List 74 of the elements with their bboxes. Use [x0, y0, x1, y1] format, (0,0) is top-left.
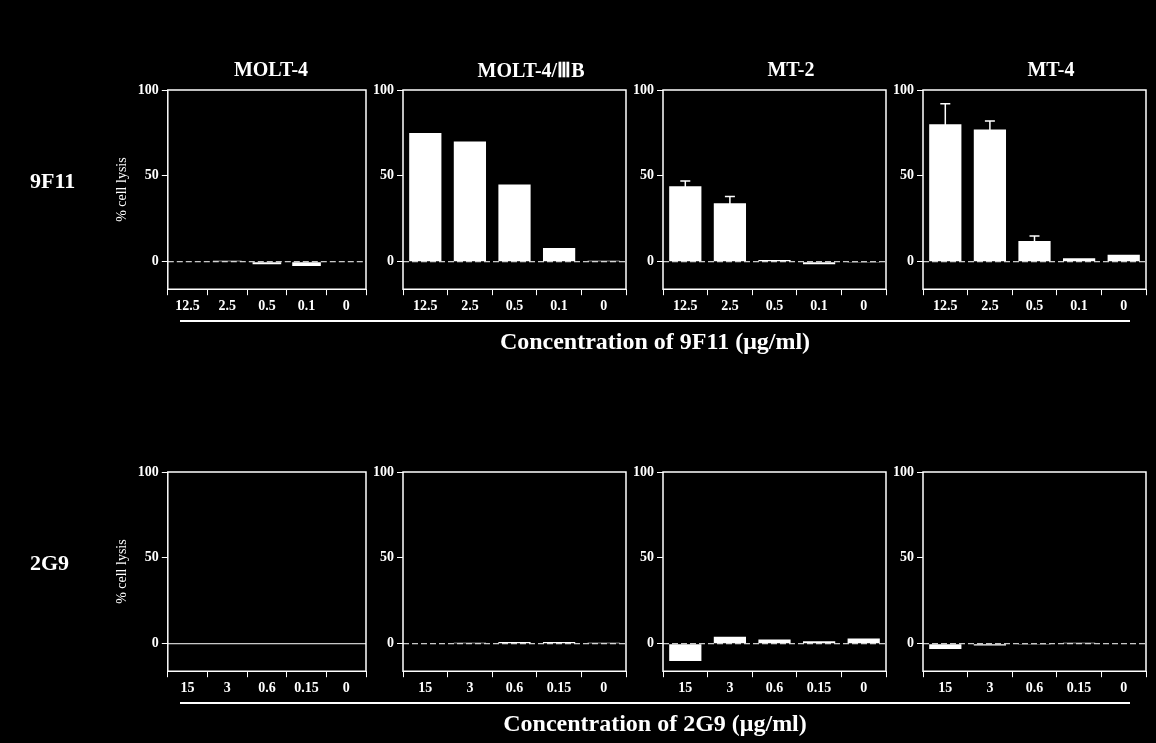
y-tick-label: 0 [387, 635, 394, 651]
y-tick-label: 0 [907, 635, 914, 651]
y-tick-label: 100 [373, 81, 394, 97]
x-tick-label: 3 [223, 680, 231, 696]
y-axis-title: % cell lysis [114, 157, 130, 222]
x-tick-label: 0.1 [297, 298, 316, 314]
x-tick-label: 12.5 [413, 298, 438, 314]
x-tick-label: 0.6 [765, 680, 784, 696]
x-tick-label: 0 [860, 298, 868, 314]
x-tick-label: 3 [726, 680, 734, 696]
y-tick-label: 100 [137, 463, 159, 479]
y-tick-label: 50 [380, 549, 394, 565]
text: 2G9 [30, 550, 70, 576]
x-tick-label: 2.5 [461, 298, 479, 314]
x-tick-label: 0.6 [1025, 680, 1044, 696]
x-tick-label: 0.15 [294, 680, 319, 696]
x-tick-label: 0.15 [546, 680, 572, 696]
y-tick-label: 100 [893, 81, 914, 97]
x-tick-label: 12.5 [175, 298, 200, 314]
y-tick-label: 100 [373, 463, 394, 479]
y-tick-label: 0 [647, 253, 654, 269]
x-tick-label: 0.1 [550, 298, 568, 314]
x-tick-label: 2.5 [721, 298, 739, 314]
y-tick-label: 50 [900, 549, 914, 565]
x-axis-title: Concentration of 9F11 (μg/ml) [180, 320, 1130, 355]
x-tick-label: 2.5 [218, 298, 237, 314]
chart-title: MOLT-4/ⅢB [476, 58, 586, 82]
text: 9F11 [30, 168, 76, 194]
y-axis-title: % cell lysis [114, 539, 130, 604]
y-tick-label: 50 [144, 549, 159, 565]
x-tick-label: 15 [180, 680, 195, 696]
x-tick-label: 3 [466, 680, 474, 696]
y-tick-label: 0 [907, 253, 914, 269]
x-tick-label: 0 [342, 680, 350, 696]
chart-title: MT-4 [1026, 58, 1076, 81]
x-tick-label: 0.5 [258, 298, 276, 314]
chart-title: MOLT-4 [232, 58, 310, 81]
y-tick-label: 100 [137, 81, 159, 97]
x-tick-label: 0 [600, 680, 608, 696]
x-tick-label: 0 [342, 298, 350, 314]
x-tick-label: 0 [860, 680, 868, 696]
y-tick-label: 100 [893, 463, 914, 479]
x-tick-label: 0 [1120, 680, 1128, 696]
x-tick-label: 0.15 [806, 680, 832, 696]
x-tick-label: 2.5 [981, 298, 999, 314]
x-tick-label: 3 [986, 680, 994, 696]
x-tick-label: 0.1 [1070, 298, 1088, 314]
y-tick-label: 0 [647, 635, 654, 651]
y-tick-label: 50 [380, 167, 394, 183]
x-tick-label: 15 [418, 680, 433, 696]
x-tick-label: 0.15 [1066, 680, 1092, 696]
chart-title: MT-2 [766, 58, 816, 81]
x-tick-label: 15 [938, 680, 953, 696]
y-tick-label: 0 [151, 253, 159, 269]
x-tick-label: 0.5 [505, 298, 524, 314]
x-tick-label: 0.5 [765, 298, 784, 314]
x-axis-title: Concentration of 2G9 (μg/ml) [180, 702, 1130, 737]
y-tick-label: 50 [640, 167, 654, 183]
x-tick-label: 12.5 [933, 298, 958, 314]
y-tick-label: 100 [633, 463, 654, 479]
x-tick-label: 0.1 [810, 298, 828, 314]
y-tick-label: 100 [633, 81, 654, 97]
x-tick-label: 0.6 [258, 680, 276, 696]
y-tick-label: 50 [640, 549, 654, 565]
x-tick-label: 0 [600, 298, 608, 314]
x-tick-label: 0 [1120, 298, 1128, 314]
y-tick-label: 50 [900, 167, 914, 183]
y-tick-label: 0 [151, 635, 159, 651]
x-tick-label: 0.6 [505, 680, 524, 696]
y-tick-label: 50 [144, 167, 159, 183]
x-tick-label: 0.5 [1025, 298, 1044, 314]
x-tick-label: 15 [678, 680, 693, 696]
x-tick-label: 12.5 [673, 298, 698, 314]
y-tick-label: 0 [387, 253, 394, 269]
